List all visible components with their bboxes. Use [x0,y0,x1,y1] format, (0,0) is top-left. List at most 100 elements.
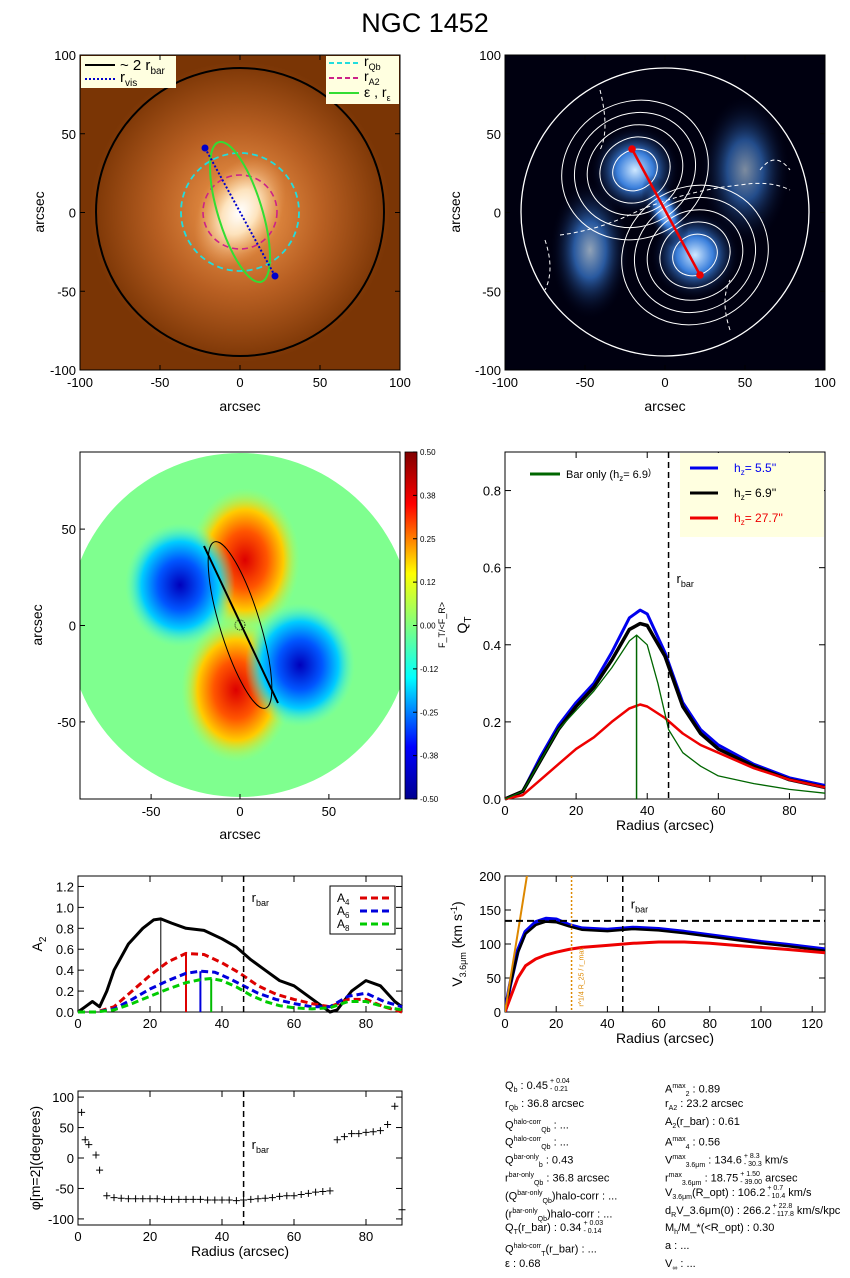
colorbar-tick-label: -0.25 [420,708,439,717]
y-tick-label: 0 [69,619,76,634]
data-point [168,1195,176,1203]
plot-frame [77,1090,403,1226]
xlabel-p1: arcsec [219,398,260,414]
stat-error-plus: + 0.04 [550,1078,570,1086]
data-point [297,1191,305,1199]
rbar-annotation-sub: bar [256,898,269,908]
data-point [283,1192,291,1200]
force-lobe-blue-right [245,603,355,727]
bar-end-bottom [696,271,704,279]
data-point [139,1195,147,1203]
stat-value: : 0.43 [542,1154,574,1167]
y-tick-label: 150 [479,903,501,918]
stat-row: Amax4 : 0.56 [665,1131,840,1152]
stat-row: Mh/M_*(<R_opt) : 0.30 [665,1220,840,1238]
legend-left-bg [81,56,176,88]
stat-value: : 134.6 [705,1154,742,1167]
y-tick-label: 0 [494,206,501,221]
stat-sub: R [671,1211,677,1219]
stat-sub: 2 [685,1090,690,1098]
data-point [160,1195,168,1203]
data-point [175,1195,183,1203]
y-tick-label: -100 [50,363,76,378]
stat-label: r [665,1172,669,1185]
ticks-p2: -100-100 -50 -50 0 0 50 50 100 100 [475,48,836,390]
bar-axis-p3 [203,545,279,704]
x-tick-label: -50 [142,804,161,819]
legend-baronly-value: = 6.9 [623,469,648,481]
stat-row: V3.6μm(R_opt) : 106.2 + 0.7- 10.4 km/s [665,1185,840,1203]
contour-line [621,184,769,326]
x-axis-label: Radius (arcsec) [616,817,714,833]
colorbar-tick-label: 0.25 [420,535,436,544]
x-tick-label: 20 [549,1016,563,1031]
data-point [326,1187,334,1195]
y-tick-label: -50 [55,1181,74,1196]
chart-vc-inner [505,876,825,1012]
stat-label: M [665,1222,675,1235]
data-point [218,1196,226,1204]
stat-value: V_3.6μm(0) : 266.2 [676,1204,771,1217]
colorbar-tick-label: -0.12 [420,665,439,674]
y-tick-label: 0 [67,1151,74,1166]
stat-error: + 0.03- 0.14 [583,1220,603,1236]
data-point [333,1136,341,1144]
stat-value: : 18.75 [701,1172,739,1185]
x-tick-label: 20 [569,803,583,818]
legend-label-value: = 5.5'' [745,461,777,475]
data-point [369,1128,377,1136]
stat-value: : ... [671,1240,690,1253]
data-point [211,1196,219,1204]
series-line-2 [504,703,826,801]
stat-value: : ... [550,1119,569,1132]
x-tick-label: 0 [661,375,668,390]
stat-value: : 0.56 [689,1137,721,1150]
stat-row: Qbar-onlyb : 0.43 [505,1149,617,1170]
y-tick-label: 0.6 [483,561,501,576]
colorbar-ticks: 0.50 0.38 0.25 0.12 0.00 -0.12 -0.25 -0.38 -0.50 [413,448,439,804]
data-point [132,1195,140,1203]
chart-phase: 0 20 40 60 80 -100 -50 0 50 100 Radius (arcsec) φ[m… [27,1090,406,1259]
data-point [340,1133,348,1141]
data-point [398,1206,406,1214]
x-tick-label: 20 [143,1016,157,1031]
stat-sub: 4 [685,1144,690,1152]
contour-line [633,196,757,314]
y-axis-label-sub: 2 [38,936,49,942]
series-line-3 [505,876,528,1012]
stat-error: + 1.50- 39.00 [740,1171,762,1187]
colorbar-tick-label: -0.38 [420,752,439,761]
stat-value: (r_bar) : ... [545,1243,597,1256]
stat-units: arcsec [762,1172,798,1185]
data-point [81,1136,89,1144]
stat-label: ε [505,1257,510,1270]
y-tick-label: 0.0 [483,792,501,807]
y-tick-label: 50 [487,971,501,986]
legend-label: hz= 27.7'' [734,511,783,527]
y-tick-label: 0.4 [56,963,74,978]
stat-error-minus: - 39.00 [740,1178,763,1186]
stat-row: A2(r_bar) : 0.61 [665,1114,840,1132]
stat-row: dRV_3.6μm(0) : 266.2 + 22.8- 117.8 km/s/k… [665,1203,840,1221]
rmax-annotation: r^1/4 R_25 / r_max [579,947,586,1007]
data-point [304,1189,312,1197]
stat-sub: b [513,1087,518,1095]
data-point [146,1195,154,1203]
y-tick-label: 1.0 [56,900,74,915]
data-point [117,1194,125,1202]
zero-contour [544,89,791,331]
y-tick-label: 0.6 [56,942,74,957]
stat-row: Qb : 0.45 + 0.04- 0.21 [505,1078,617,1096]
stat-value: : ... [550,1137,569,1150]
x-tick-label: 0 [236,804,243,819]
legend-label-sub: z [741,493,745,502]
legend-label: hz= 5.5'' [734,461,776,477]
legend-label-sub: 8 [345,924,350,933]
legend-baronly-close: ) [648,467,651,477]
stat-sub: h [674,1229,679,1237]
stat-units: km/s [785,1186,812,1199]
data-point [103,1192,111,1200]
stat-sub: b [538,1162,543,1170]
legend-label-sub: 6 [345,911,350,920]
stat-label: Q [505,1137,514,1150]
